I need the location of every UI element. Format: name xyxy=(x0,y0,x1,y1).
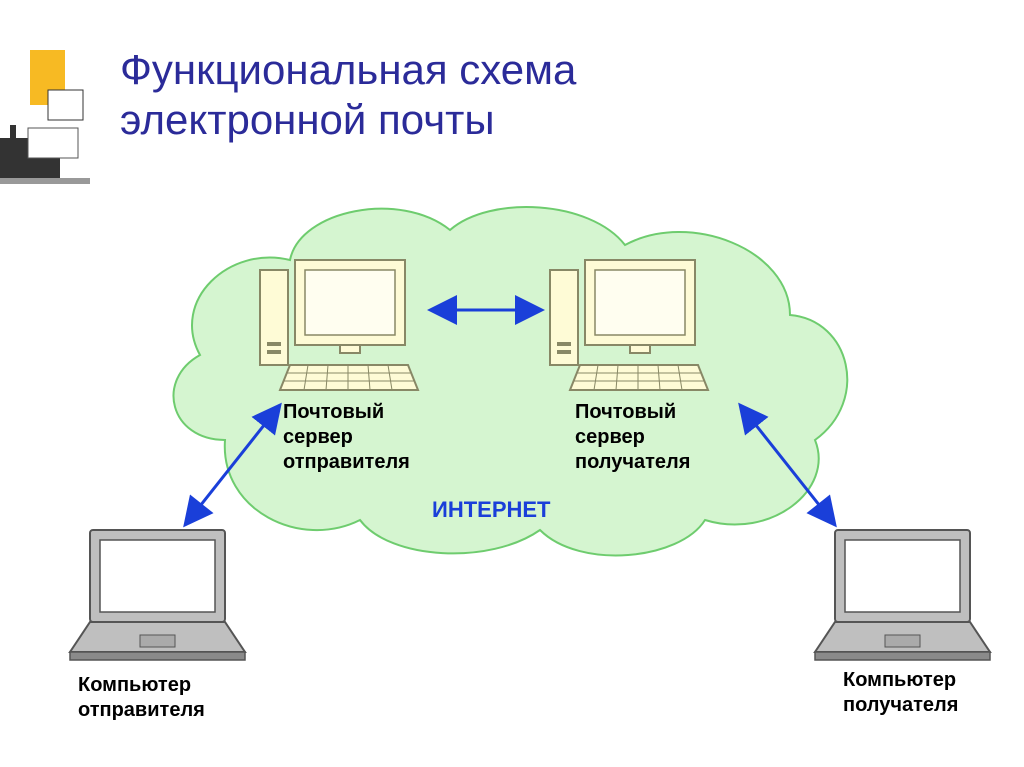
email-diagram xyxy=(0,0,1024,767)
label-laptop-sender: Компьютер отправителя xyxy=(78,673,205,723)
laptop-receiver-icon xyxy=(815,530,990,660)
label-server-receiver: Почтовый сервер получателя xyxy=(575,400,690,475)
label-server-sender: Почтовый сервер отправителя xyxy=(283,400,410,475)
laptop-sender-icon xyxy=(70,530,245,660)
label-laptop-receiver: Компьютер получателя xyxy=(843,668,958,718)
label-internet: ИНТЕРНЕТ xyxy=(432,497,551,523)
